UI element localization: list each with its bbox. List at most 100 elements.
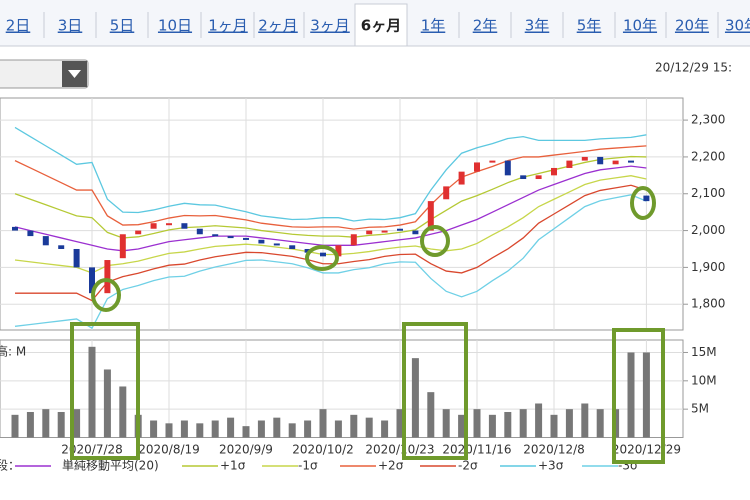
volume-bar [73, 409, 81, 438]
candle [597, 156, 604, 165]
x-tick-label: 2020/12/29 [612, 443, 681, 457]
volume-bar [180, 420, 188, 438]
tab[interactable]: 3日 [58, 17, 83, 35]
candle [42, 236, 49, 246]
volume-bar [627, 352, 635, 438]
tab[interactable]: 5年 [577, 17, 602, 35]
candle [212, 234, 219, 237]
volume-bar [550, 414, 558, 438]
y-tick-label: 2,300 [691, 113, 725, 127]
candle [581, 156, 588, 161]
volume-bar [273, 417, 281, 438]
volume-bar [365, 417, 373, 438]
candle [504, 160, 511, 176]
tab[interactable]: 10日 [158, 17, 192, 35]
volume-bar [165, 423, 173, 438]
candle [273, 243, 280, 246]
volume-bar [396, 409, 404, 438]
candle [58, 245, 65, 249]
tab[interactable]: 10年 [623, 17, 657, 35]
volume-bar [319, 409, 327, 438]
annotation-circle [630, 186, 656, 220]
volume-bar [473, 409, 481, 438]
candle [166, 223, 172, 226]
volume-bar [442, 409, 450, 438]
band-line [14, 145, 647, 230]
candle [289, 245, 296, 249]
tab[interactable]: 2日 [6, 17, 31, 35]
volume-bar [350, 414, 358, 438]
volume-bar [458, 414, 466, 438]
candle [150, 223, 157, 229]
candle [474, 162, 480, 172]
candle [243, 237, 249, 240]
tab[interactable]: 3年 [525, 17, 550, 35]
volume-bar [488, 414, 496, 438]
x-tick-label: 2020/8/19 [138, 443, 200, 457]
tab[interactable]: 6ヶ月 [361, 17, 401, 35]
panel-title: 高: M [0, 344, 26, 359]
volume-bar [504, 411, 512, 438]
volume-bar [26, 411, 34, 438]
volume-bar [11, 414, 19, 438]
active-tab [354, 3, 408, 47]
volume-bar [257, 420, 265, 438]
tab[interactable]: 1年 [421, 17, 446, 35]
tab[interactable]: 30年 [725, 17, 750, 35]
candle [12, 226, 18, 231]
tab[interactable]: 5日 [110, 17, 135, 35]
candle [643, 195, 650, 202]
volume-bar [381, 420, 389, 438]
annotation-box [612, 328, 665, 464]
timestamp: 20/12/29 15: [655, 61, 732, 75]
x-tick-label: 2020/11/16 [442, 443, 511, 457]
candle [535, 175, 542, 180]
band-line [14, 126, 647, 222]
x-tick-label: 2020/7/28 [61, 443, 123, 457]
volume-bar [535, 403, 543, 438]
volume-bar [565, 409, 573, 438]
candle [350, 234, 357, 246]
y-tick-label: 2,200 [691, 149, 725, 163]
tab[interactable]: 1ヶ月 [208, 17, 248, 35]
tab[interactable]: 3ヶ月 [310, 17, 350, 35]
candle [397, 228, 403, 231]
volume-bar [519, 409, 527, 438]
candle [304, 248, 311, 253]
volume-bar [119, 386, 127, 438]
y-tick-label: 1,900 [691, 260, 725, 274]
band-line [15, 184, 647, 302]
annotation-box [402, 322, 468, 460]
annotation-circle [305, 245, 339, 271]
volume-bar [88, 346, 96, 438]
legend-label: 単純移動平均(20) [62, 459, 159, 473]
volume-bar [411, 358, 419, 438]
candle [73, 248, 80, 268]
candle [520, 175, 527, 180]
candle [381, 230, 388, 233]
candle [412, 230, 419, 235]
volume-bar [150, 420, 158, 438]
volume-bar [642, 352, 650, 438]
candle [489, 160, 496, 163]
band-line [14, 175, 647, 274]
candle [443, 186, 450, 200]
candle [458, 171, 465, 185]
annotation-box [70, 322, 140, 460]
candle [196, 228, 203, 235]
candle [119, 234, 126, 259]
volume-bar [196, 423, 204, 438]
y-tick-label: 2,100 [691, 186, 725, 200]
tab[interactable]: 2年 [473, 17, 498, 35]
candle [181, 223, 188, 229]
tab[interactable]: 2ヶ月 [258, 17, 298, 35]
y-tick-label: 10M [691, 373, 717, 387]
candle [335, 245, 342, 257]
annotation-circle [91, 278, 121, 312]
legend-label: +2σ [378, 459, 404, 473]
tab[interactable]: 20年 [675, 17, 709, 35]
legend-prefix: 段： [0, 458, 20, 473]
candle [135, 230, 142, 235]
candle [258, 239, 265, 244]
